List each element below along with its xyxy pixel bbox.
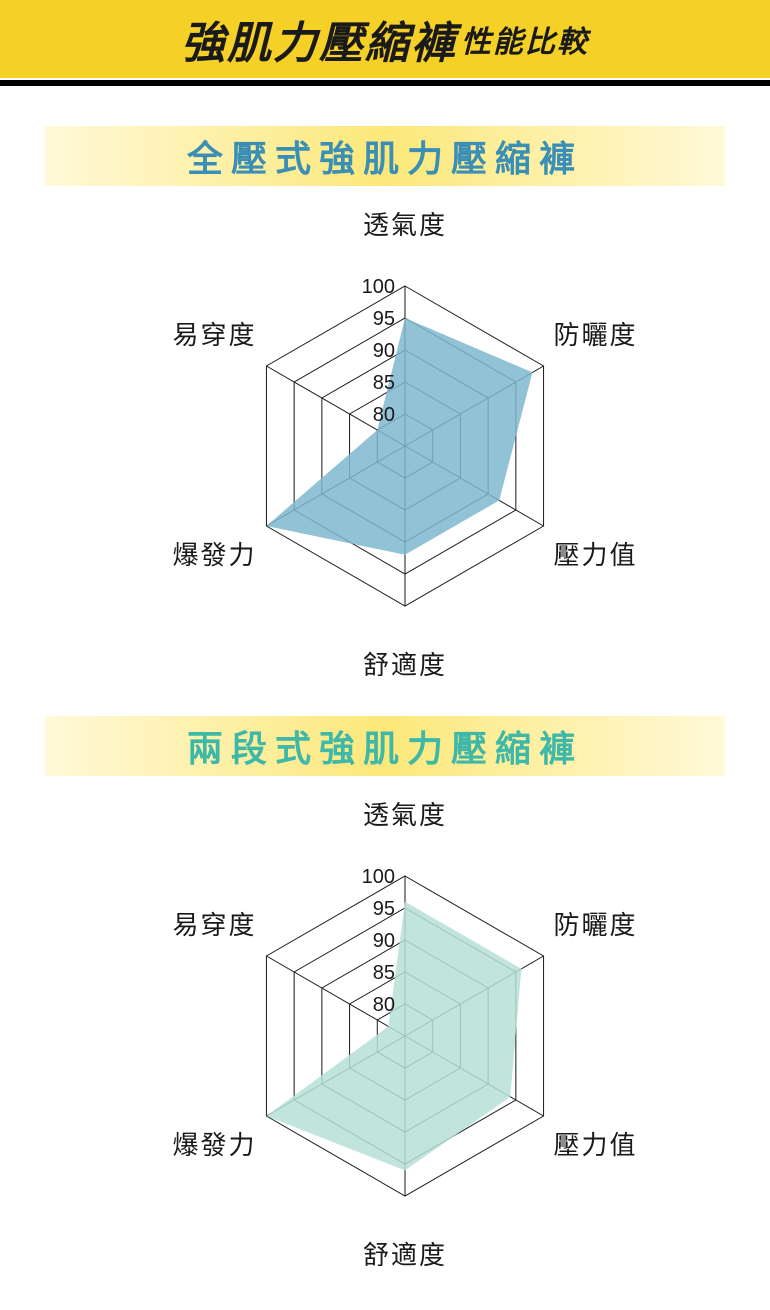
radar-tick-label: 85 bbox=[373, 372, 395, 394]
radar-axis-label: 舒適度 bbox=[363, 1240, 447, 1266]
radar-axis-label: 舒適度 bbox=[363, 650, 447, 676]
radar-axis-label: 壓力值 bbox=[554, 1130, 638, 1160]
radar-axis-label: 透氣度 bbox=[363, 800, 447, 830]
radar-axis-label: 爆發力 bbox=[172, 540, 256, 570]
radar-tick-label: 90 bbox=[373, 930, 395, 952]
subtitle-bar: 全壓式強肌力壓縮褲 bbox=[45, 126, 725, 186]
radar-axis-label: 防曬度 bbox=[554, 910, 638, 940]
radar-chart: 透氣度防曬度壓力值舒適度 爆發力 易穿度 80 85 90 95 100 bbox=[75, 786, 695, 1266]
radar-tick-label: 100 bbox=[362, 276, 395, 298]
radar-data-polygon bbox=[266, 318, 532, 555]
radar-axis-label: 易穿度 bbox=[172, 910, 256, 940]
radar-chart-wrap: 透氣度防曬度壓力值舒適度 爆發力 易穿度 80 85 90 95 100 bbox=[0, 786, 770, 1266]
radar-tick-label: 80 bbox=[373, 994, 395, 1016]
radar-chart-wrap: 透氣度防曬度壓力值舒適度 爆發力 易穿度 80 85 90 95 100 bbox=[0, 196, 770, 676]
page-header: 強肌力壓縮褲 性能比較 bbox=[0, 0, 770, 78]
radar-tick-label: 90 bbox=[373, 340, 395, 362]
radar-tick-label: 100 bbox=[362, 866, 395, 888]
sections-container: 全壓式強肌力壓縮褲透氣度防曬度壓力值舒適度爆發力易穿度80859095100兩段… bbox=[0, 126, 770, 1266]
chart-section-0: 全壓式強肌力壓縮褲透氣度防曬度壓力值舒適度 爆發力 易穿度 80 85 90 95 100 bbox=[0, 126, 770, 676]
radar-axis-label: 易穿度 bbox=[172, 320, 256, 350]
header-divider bbox=[0, 80, 770, 86]
header-sub-text: 性能比較 bbox=[461, 17, 589, 61]
radar-axis-label: 防曬度 bbox=[554, 320, 638, 350]
radar-axis-label: 爆發力 bbox=[172, 1130, 256, 1160]
radar-axis-label: 透氣度 bbox=[363, 210, 447, 240]
chart-section-1: 兩段式強肌力壓縮褲透氣度防曬度壓力值舒適度 爆發力 易穿度 80 85 90 95 100 bbox=[0, 716, 770, 1266]
radar-axis-label: 壓力值 bbox=[554, 540, 638, 570]
radar-tick-label: 80 bbox=[373, 404, 395, 426]
header-main-text: 強肌力壓縮褲 bbox=[181, 7, 457, 71]
subtitle-bar: 兩段式強肌力壓縮褲 bbox=[45, 716, 725, 776]
radar-tick-label: 85 bbox=[373, 962, 395, 984]
radar-tick-label: 95 bbox=[373, 898, 395, 920]
radar-tick-label: 95 bbox=[373, 308, 395, 330]
radar-chart: 透氣度防曬度壓力值舒適度 爆發力 易穿度 80 85 90 95 100 bbox=[75, 196, 695, 676]
